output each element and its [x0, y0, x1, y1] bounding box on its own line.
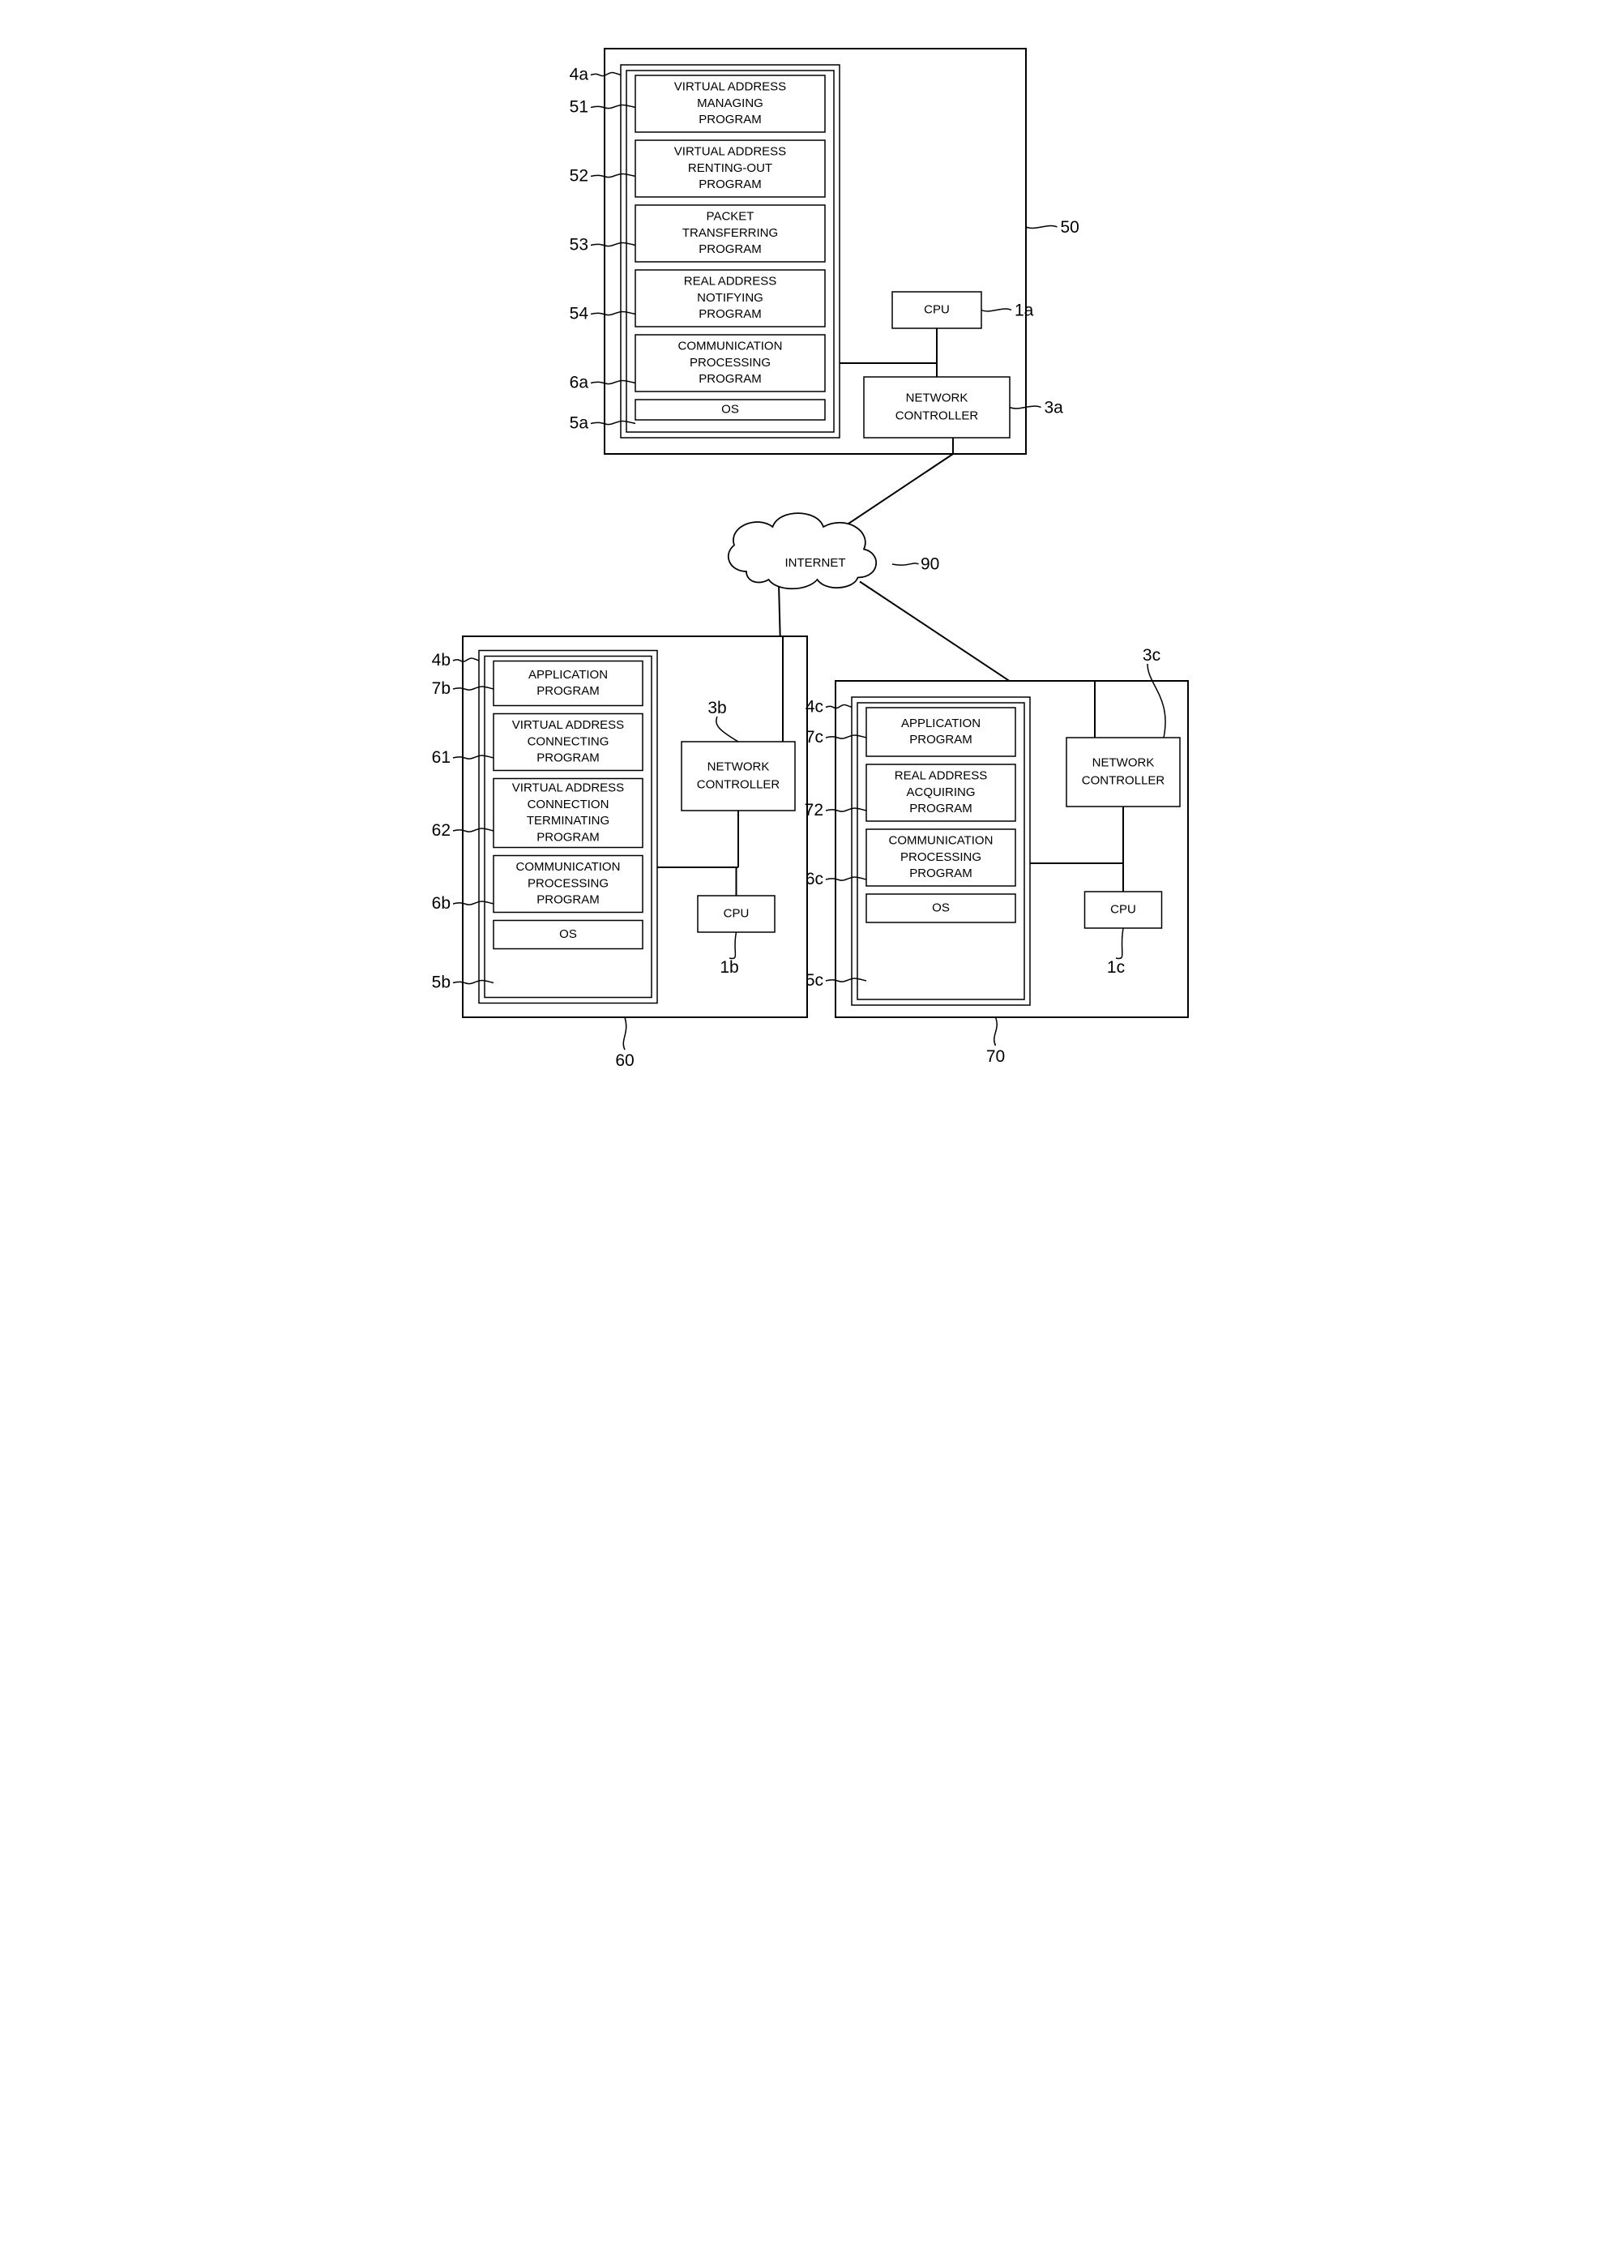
ref-4b: 4b [432, 651, 451, 670]
svg-text:VIRTUAL ADDRESS: VIRTUAL ADDRESS [512, 718, 624, 732]
internet-label: INTERNET [785, 556, 846, 570]
svg-text:PROGRAM: PROGRAM [536, 893, 600, 907]
svg-text:CPU: CPU [924, 302, 950, 316]
ref-4c: 4c [806, 698, 823, 717]
svg-text:PACKET: PACKET [707, 210, 754, 224]
ref-3c: 3c [1143, 646, 1160, 665]
ref-70: 70 [986, 1047, 1005, 1066]
ref-5a: 5a [570, 414, 589, 433]
ref-54: 54 [570, 305, 589, 323]
svg-text:NETWORK: NETWORK [1092, 756, 1155, 770]
svg-text:REAL ADDRESS: REAL ADDRESS [684, 275, 777, 289]
svg-text:COMMUNICATION: COMMUNICATION [678, 340, 783, 353]
ref-61: 61 [432, 748, 451, 767]
ref-1a: 1a [1015, 302, 1034, 320]
svg-text:PROGRAM: PROGRAM [699, 242, 762, 256]
svg-text:PROGRAM: PROGRAM [536, 751, 600, 765]
svg-text:VIRTUAL ADDRESS: VIRTUAL ADDRESS [512, 781, 624, 795]
ref-51: 51 [570, 98, 588, 117]
svg-text:NOTIFYING: NOTIFYING [697, 291, 763, 305]
ref-3a: 3a [1045, 399, 1064, 417]
ref-5b: 5b [432, 974, 451, 992]
svg-text:APPLICATION: APPLICATION [901, 717, 981, 730]
svg-text:VIRTUAL ADDRESS: VIRTUAL ADDRESS [674, 145, 786, 159]
top-cpu-label: CPU [924, 302, 950, 316]
svg-text:PROGRAM: PROGRAM [699, 113, 762, 126]
svg-text:MANAGING: MANAGING [697, 96, 763, 110]
ref-60: 60 [615, 1051, 634, 1070]
svg-text:PROCESSING: PROCESSING [900, 850, 981, 864]
svg-text:PROGRAM: PROGRAM [536, 830, 600, 844]
svg-text:TRANSFERRING: TRANSFERRING [682, 226, 778, 240]
right-prog-3-label: OS [932, 901, 950, 914]
ref-6a: 6a [570, 374, 589, 392]
svg-text:CONNECTING: CONNECTING [528, 734, 609, 748]
svg-text:TERMINATING: TERMINATING [527, 814, 609, 828]
left-prog-4-label: OS [559, 927, 577, 941]
left-cpu-label: CPU [724, 906, 750, 920]
svg-text:INTERNET: INTERNET [785, 556, 846, 570]
right-cpu-label: CPU [1110, 902, 1136, 916]
svg-text:PROGRAM: PROGRAM [536, 684, 600, 698]
svg-text:COMMUNICATION: COMMUNICATION [516, 860, 621, 874]
svg-text:VIRTUAL ADDRESS: VIRTUAL ADDRESS [674, 80, 786, 94]
top-nc [864, 377, 1010, 438]
ref-7b: 7b [432, 679, 451, 698]
top-prog-5-label: OS [721, 402, 739, 416]
svg-text:ACQUIRING: ACQUIRING [906, 785, 975, 799]
ref-52: 52 [570, 167, 588, 186]
svg-text:NETWORK: NETWORK [707, 760, 770, 774]
svg-text:PROGRAM: PROGRAM [909, 802, 972, 815]
svg-text:PROCESSING: PROCESSING [690, 356, 771, 370]
svg-text:OS: OS [559, 927, 577, 941]
ref-1b: 1b [720, 958, 738, 977]
ref-3b: 3b [707, 699, 726, 717]
svg-text:CONTROLLER: CONTROLLER [697, 777, 780, 791]
svg-text:CONNECTION: CONNECTION [528, 798, 609, 811]
ref-6b: 6b [432, 894, 451, 913]
svg-text:REAL ADDRESS: REAL ADDRESS [895, 769, 988, 783]
svg-text:CPU: CPU [1110, 902, 1136, 916]
svg-text:PROGRAM: PROGRAM [909, 867, 972, 880]
svg-text:NETWORK: NETWORK [906, 392, 968, 405]
svg-text:APPLICATION: APPLICATION [528, 668, 608, 682]
ref-6c: 6c [806, 870, 823, 888]
ref-1c: 1c [1107, 958, 1125, 977]
ref-90: 90 [921, 555, 939, 574]
ref-7c: 7c [806, 728, 823, 747]
svg-text:COMMUNICATION: COMMUNICATION [889, 834, 994, 848]
internet-cloud [729, 513, 876, 588]
ref-53: 53 [570, 236, 588, 255]
svg-text:CONTROLLER: CONTROLLER [895, 409, 979, 422]
svg-text:OS: OS [932, 901, 950, 914]
system-block-diagram: INTERNET 90 VIRTUAL ADDRESS MANAGING PROGRAM… [406, 16, 1218, 1150]
ref-50: 50 [1061, 218, 1079, 237]
right-prog-0 [866, 708, 1015, 756]
svg-text:CONTROLLER: CONTROLLER [1082, 773, 1165, 787]
svg-text:PROGRAM: PROGRAM [699, 372, 762, 386]
svg-text:PROGRAM: PROGRAM [699, 178, 762, 191]
svg-text:CPU: CPU [724, 906, 750, 920]
svg-text:OS: OS [721, 402, 739, 416]
ref-72: 72 [805, 801, 823, 819]
ref-5c: 5c [806, 971, 823, 990]
svg-text:RENTING-OUT: RENTING-OUT [688, 161, 772, 175]
ref-62: 62 [432, 821, 451, 840]
right-nc [1066, 738, 1180, 807]
svg-text:PROGRAM: PROGRAM [909, 733, 972, 747]
ref-4a: 4a [570, 66, 589, 84]
svg-text:PROGRAM: PROGRAM [699, 307, 762, 321]
svg-text:PROCESSING: PROCESSING [528, 876, 609, 890]
left-nc [682, 742, 795, 811]
